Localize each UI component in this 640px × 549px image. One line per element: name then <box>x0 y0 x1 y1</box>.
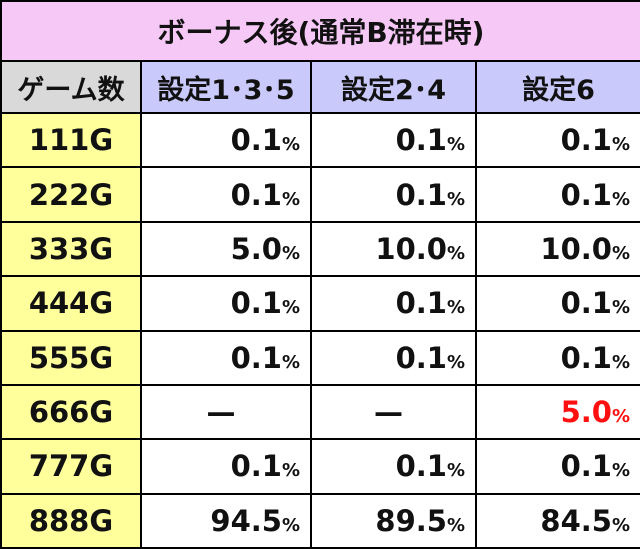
rate-cell: — <box>310 383 477 441</box>
rate-cell: 0.1% <box>310 275 477 332</box>
rate-value: 0.1 <box>560 177 612 212</box>
rate-cell: 94.5% <box>140 492 312 549</box>
rate-value: 0.1 <box>395 286 447 321</box>
rate-cell: 0.1% <box>475 166 640 223</box>
rate-unit: % <box>611 406 630 428</box>
table-title: ボーナス後(通常B滞在時) <box>0 0 640 63</box>
game-count: 222G <box>0 166 142 223</box>
row: 555G 0.1% 0.1% 0.1% <box>0 329 640 386</box>
rate-value: 5.0 <box>560 395 612 430</box>
rate-unit: % <box>611 134 630 156</box>
rate-unit: % <box>446 297 465 319</box>
header-cell: 設定1･3･5 <box>140 60 312 115</box>
rate-cell: 84.5% <box>475 492 640 549</box>
rate-cell: 0.1% <box>310 166 477 223</box>
rate-unit: % <box>446 188 465 210</box>
rate-value: 5.0 <box>230 232 282 266</box>
rate-cell: 10.0% <box>310 220 477 278</box>
rate-value: 0.1 <box>395 177 447 212</box>
rate-unit: % <box>281 460 300 482</box>
rate-value: 0.1 <box>395 123 447 158</box>
rate-cell: 10.0% <box>475 220 640 278</box>
game-count: 555G <box>0 329 142 386</box>
rate-cell: 5.0% <box>475 383 640 441</box>
rate-cell: 0.1% <box>140 329 312 386</box>
rate-unit: % <box>611 351 630 373</box>
header-cell: ゲーム数 <box>0 60 142 115</box>
rate-cell: 0.1% <box>475 275 640 332</box>
row: 888G 94.5% 89.5% 84.5% <box>0 492 640 549</box>
game-count: 444G <box>0 275 142 332</box>
rate-unit: % <box>611 188 630 210</box>
rate-unit: % <box>446 134 465 156</box>
game-count: 333G <box>0 220 142 278</box>
game-count: 666G <box>0 383 142 441</box>
rate-unit: % <box>611 297 630 319</box>
rate-cell: 0.1% <box>475 329 640 386</box>
rate-unit: % <box>281 297 300 319</box>
header-cell: 設定2･4 <box>310 60 477 115</box>
rate-unit: % <box>611 514 630 536</box>
rate-unit: % <box>446 514 465 536</box>
rate-value: 0.1 <box>395 340 447 375</box>
rate-unit: % <box>446 243 465 264</box>
rate-unit: % <box>611 243 630 264</box>
rate-cell: 0.1% <box>140 275 312 332</box>
row: 444G 0.1% 0.1% 0.1% <box>0 275 640 332</box>
header-row: ゲーム数 設定1･3･5 設定2･4 設定6 <box>0 60 640 115</box>
rate-cell: — <box>140 383 312 441</box>
rate-value: 10.0 <box>375 232 447 266</box>
row: 666G — — 5.0% <box>0 383 640 441</box>
rate-value: — <box>206 395 236 430</box>
rate-value: 10.0 <box>540 232 612 266</box>
rate-value: 84.5 <box>540 503 612 538</box>
rate-unit: % <box>281 514 300 536</box>
rate-value: 0.1 <box>230 177 282 212</box>
rate-cell: 5.0% <box>140 220 312 278</box>
row: 333G 5.0% 10.0% 10.0% <box>0 220 640 278</box>
rate-cell: 0.1% <box>310 112 477 169</box>
rate-value: 0.1 <box>560 123 612 158</box>
rate-value: 94.5 <box>210 503 282 538</box>
rate-cell: 0.1% <box>140 112 312 169</box>
rate-cell: 0.1% <box>310 438 477 495</box>
rate-cell: 0.1% <box>140 438 312 495</box>
rate-unit: % <box>611 460 630 482</box>
rate-value: 0.1 <box>230 340 282 375</box>
rate-value: 0.1 <box>560 340 612 375</box>
rate-unit: % <box>281 351 300 373</box>
rate-unit: % <box>281 188 300 210</box>
rate-value: 0.1 <box>230 449 282 484</box>
rate-unit: % <box>281 243 300 264</box>
rate-value: 0.1 <box>230 123 282 158</box>
rate-value: 0.1 <box>395 449 447 484</box>
row: 111G 0.1% 0.1% 0.1% <box>0 112 640 169</box>
rate-unit: % <box>446 460 465 482</box>
header-cell: 設定6 <box>475 60 640 115</box>
row: 222G 0.1% 0.1% 0.1% <box>0 166 640 223</box>
rate-value: — <box>374 395 403 430</box>
rate-unit: % <box>446 351 465 373</box>
rate-cell: 0.1% <box>475 112 640 169</box>
rate-value: 0.1 <box>230 286 282 321</box>
rate-value: 0.1 <box>560 449 612 484</box>
row: 777G 0.1% 0.1% 0.1% <box>0 438 640 495</box>
rate-value: 0.1 <box>560 286 612 321</box>
rate-cell: 0.1% <box>310 329 477 386</box>
rate-unit: % <box>281 134 300 156</box>
game-count: 888G <box>0 492 142 549</box>
rate-cell: 0.1% <box>140 166 312 223</box>
game-count: 111G <box>0 112 142 169</box>
game-count: 777G <box>0 438 142 495</box>
rate-value: 89.5 <box>375 503 447 538</box>
rate-cell: 89.5% <box>310 492 477 549</box>
rate-cell: 0.1% <box>475 438 640 495</box>
